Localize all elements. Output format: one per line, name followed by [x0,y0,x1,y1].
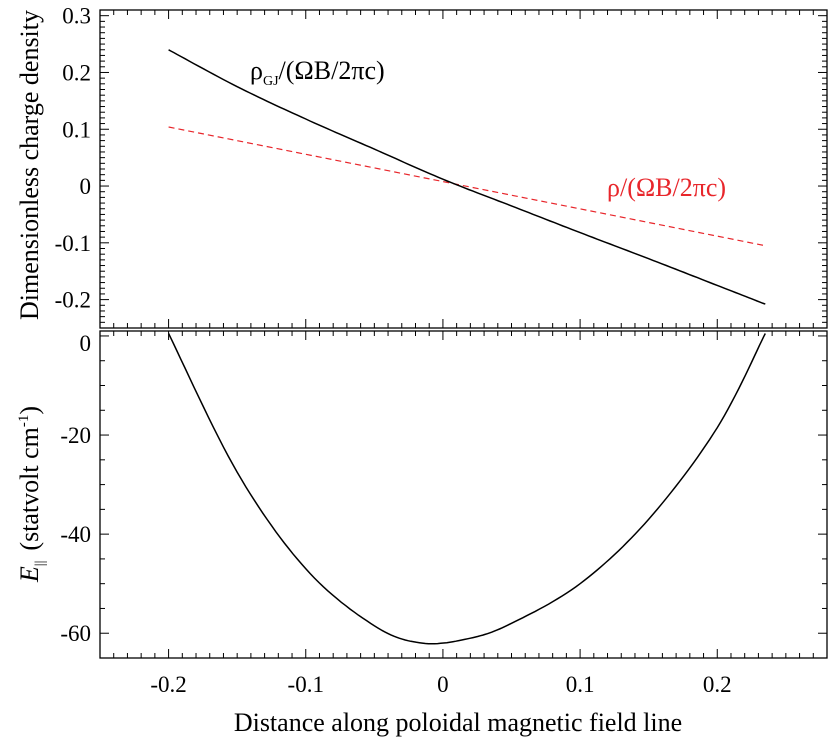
bottom-ylabel-unit-post: ) [15,406,44,415]
bottom-ytick-label: -40 [60,522,91,547]
xtick-label: 0.1 [566,672,595,697]
top-ytick-label: 0.1 [62,117,91,142]
bottom-ylabel-main: E [15,566,44,583]
top-ytick-label: -0.1 [55,231,91,256]
bottom-panel-frame [99,330,828,659]
top-ytick-label: -0.2 [55,288,91,313]
top-ytick-label: 0.2 [62,60,91,85]
rho-dashed-line [168,126,766,247]
rho-gj-label-rest: /(ΩB/2πc) [279,56,385,85]
bottom-ytick-label: -60 [60,621,91,646]
top-ylabel: Dimensionless charge density [15,10,44,320]
bottom-ytick-labels: 0 -20 -40 -60 [60,331,91,646]
xtick-label: 0 [437,672,449,697]
xlabel: Distance along poloidal magnetic field l… [234,708,682,737]
top-ytick-labels: 0.3 0.2 0.1 0 -0.1 -0.2 [55,4,91,313]
bottom-ylabel: E|| (statvolt cm-1) [15,406,48,583]
bottom-ytick-label: -20 [60,423,91,448]
xtick-label: 0.2 [703,672,732,697]
top-panel-frame [99,9,828,329]
bottom-ytick-label: 0 [80,331,92,356]
rho-gj-label: ρGJ/(ΩB/2πc) [250,56,385,89]
rho-gj-label-main: ρ [250,56,263,85]
top-ytick-label: 0 [80,174,92,199]
rho-gj-label-sub: GJ [263,74,279,89]
top-panel-ticks [99,9,828,329]
bottom-ylabel-unit-pre: (statvolt cm [15,427,44,550]
e-parallel-line [167,333,766,645]
bottom-panel-ticks [99,331,828,659]
top-ytick-label: 0.3 [62,4,91,29]
rho-gj-line [168,49,766,305]
rho-label: ρ/(ΩB/2πc) [607,173,726,202]
xtick-label: -0.1 [288,672,324,697]
bottom-ylabel-sub: || [33,561,48,567]
bottom-ylabel-unit-sup: -1 [16,415,32,428]
xtick-label: -0.2 [150,672,186,697]
xtick-labels: -0.2 -0.1 0 0.1 0.2 [150,672,731,697]
